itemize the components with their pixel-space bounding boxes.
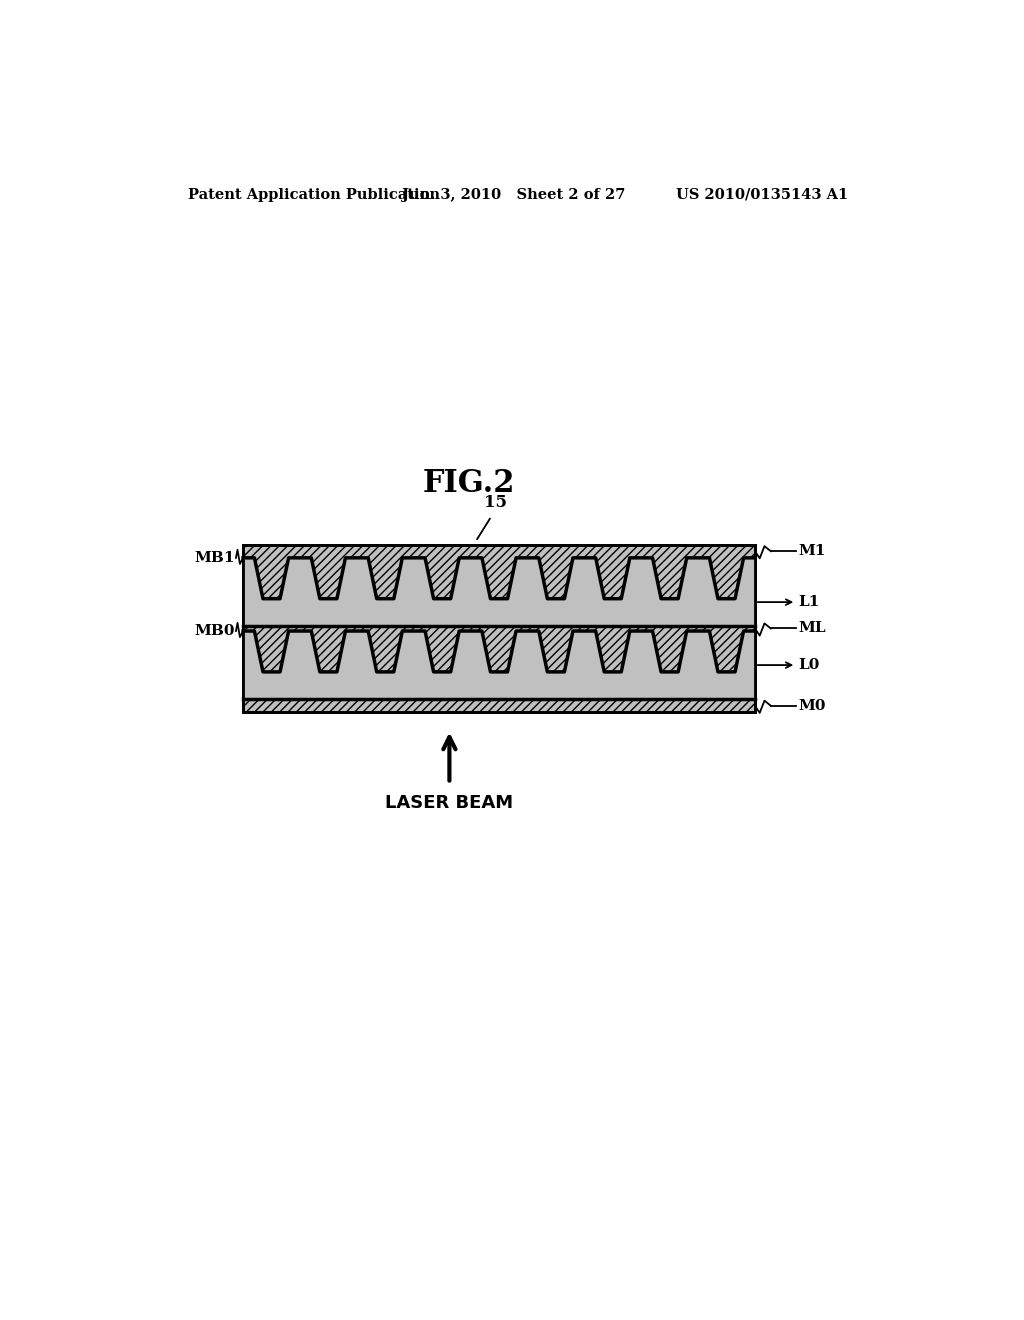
Text: MB0: MB0: [195, 624, 236, 638]
Text: 15: 15: [484, 494, 507, 511]
Text: L1: L1: [799, 595, 820, 609]
Text: LASER BEAM: LASER BEAM: [385, 793, 513, 812]
Text: FIG.2: FIG.2: [423, 469, 515, 499]
Text: US 2010/0135143 A1: US 2010/0135143 A1: [676, 187, 848, 202]
Text: Jun. 3, 2010   Sheet 2 of 27: Jun. 3, 2010 Sheet 2 of 27: [401, 187, 626, 202]
Text: MB1: MB1: [195, 550, 236, 565]
Text: M1: M1: [799, 544, 826, 558]
Bar: [243, 545, 755, 713]
Polygon shape: [243, 631, 755, 700]
Bar: [243, 545, 755, 713]
Text: L0: L0: [799, 659, 820, 672]
Text: ML: ML: [799, 622, 826, 635]
Text: M0: M0: [799, 698, 826, 713]
Text: Patent Application Publication: Patent Application Publication: [187, 187, 439, 202]
Polygon shape: [243, 558, 755, 626]
